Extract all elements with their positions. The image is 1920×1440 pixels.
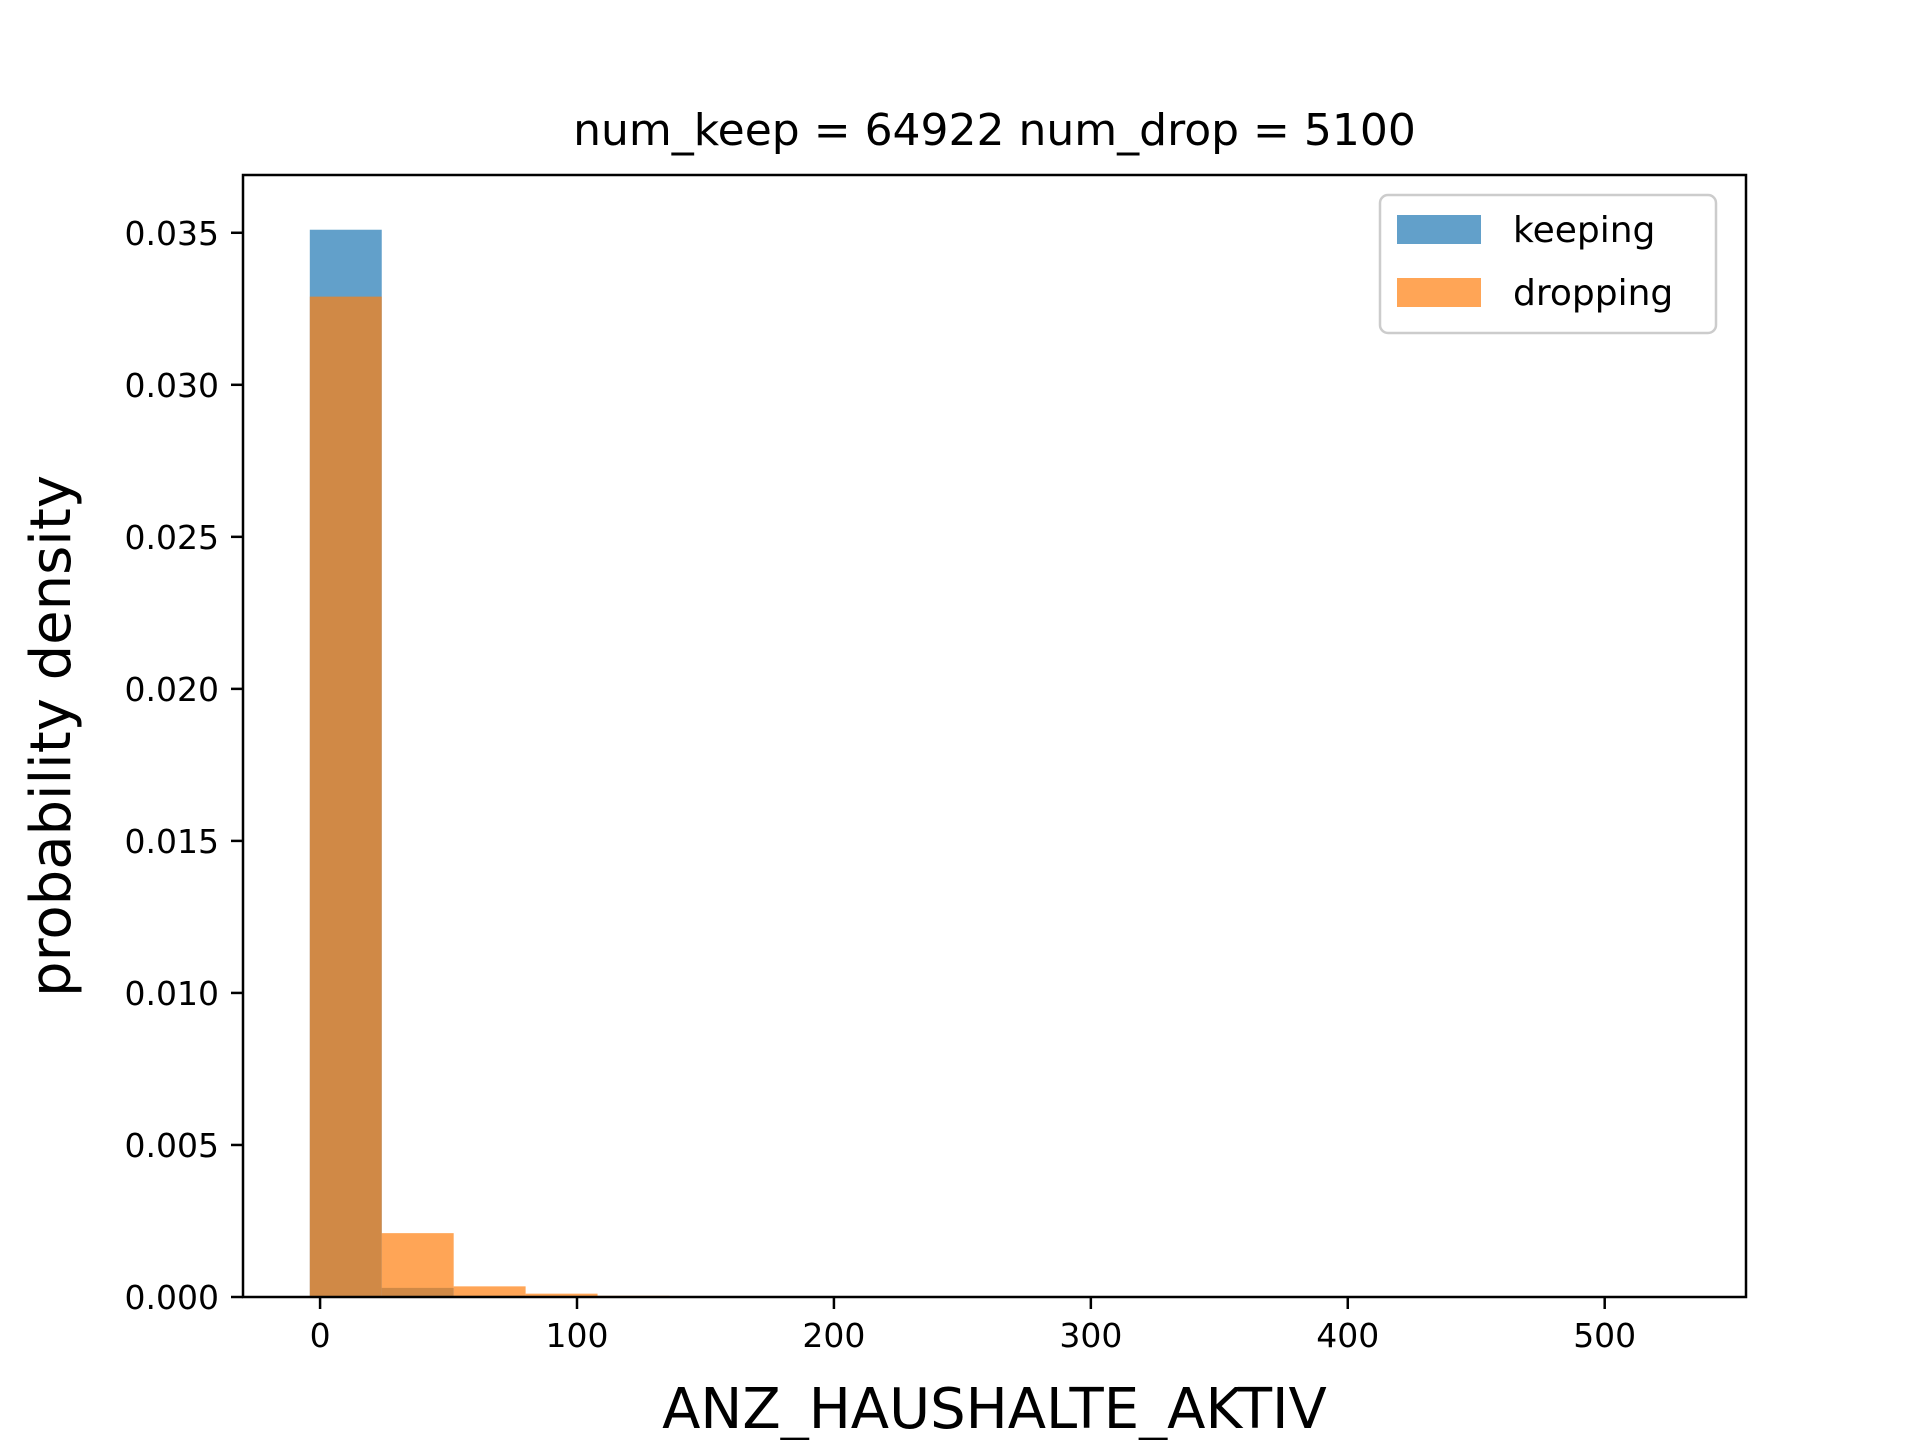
x-tick-label: 500: [1573, 1316, 1636, 1355]
y-tick-label: 0.030: [125, 366, 219, 405]
y-tick-label: 0.020: [125, 670, 219, 709]
bar-dropping-1: [381, 1233, 454, 1297]
legend-label-keeping: keeping: [1513, 210, 1655, 251]
legend-swatch-dropping: [1397, 278, 1481, 307]
y-tick-label: 0.005: [125, 1126, 219, 1165]
bar-dropping-3: [525, 1293, 598, 1297]
series-dropping: [309, 296, 670, 1298]
legend-label-dropping: dropping: [1513, 273, 1673, 314]
y-tick-label: 0.010: [125, 974, 219, 1013]
x-tick-label: 0: [310, 1316, 331, 1355]
legend-swatch-keeping: [1397, 215, 1481, 244]
plot-frame: [241, 173, 1748, 1299]
x-tick-label: 400: [1316, 1316, 1379, 1355]
x-tick-label: 100: [546, 1316, 609, 1355]
y-axis: 0.000 0.005 0.010 0.015 0.020 0.025 0.030 0.035: [125, 214, 243, 1317]
bars-layer: [309, 229, 670, 1298]
y-tick-label: 0.035: [125, 214, 219, 253]
y-axis-title: probability density: [19, 475, 84, 997]
x-axis: 0 100 200 300 400 500: [310, 1297, 1636, 1355]
chart-title: num_keep = 64922 num_drop = 5100: [573, 105, 1416, 156]
x-tick-label: 300: [1059, 1316, 1122, 1355]
y-tick-label: 0.015: [125, 822, 219, 861]
bar-dropping-0: [309, 296, 382, 1298]
bar-dropping-2: [453, 1286, 526, 1297]
y-tick-label: 0.000: [125, 1278, 219, 1317]
y-tick-label: 0.025: [125, 518, 219, 557]
x-tick-label: 200: [802, 1316, 865, 1355]
x-axis-title: ANZ_HAUSHALTE_AKTIV: [662, 1377, 1327, 1440]
legend: keeping dropping: [1378, 193, 1718, 335]
